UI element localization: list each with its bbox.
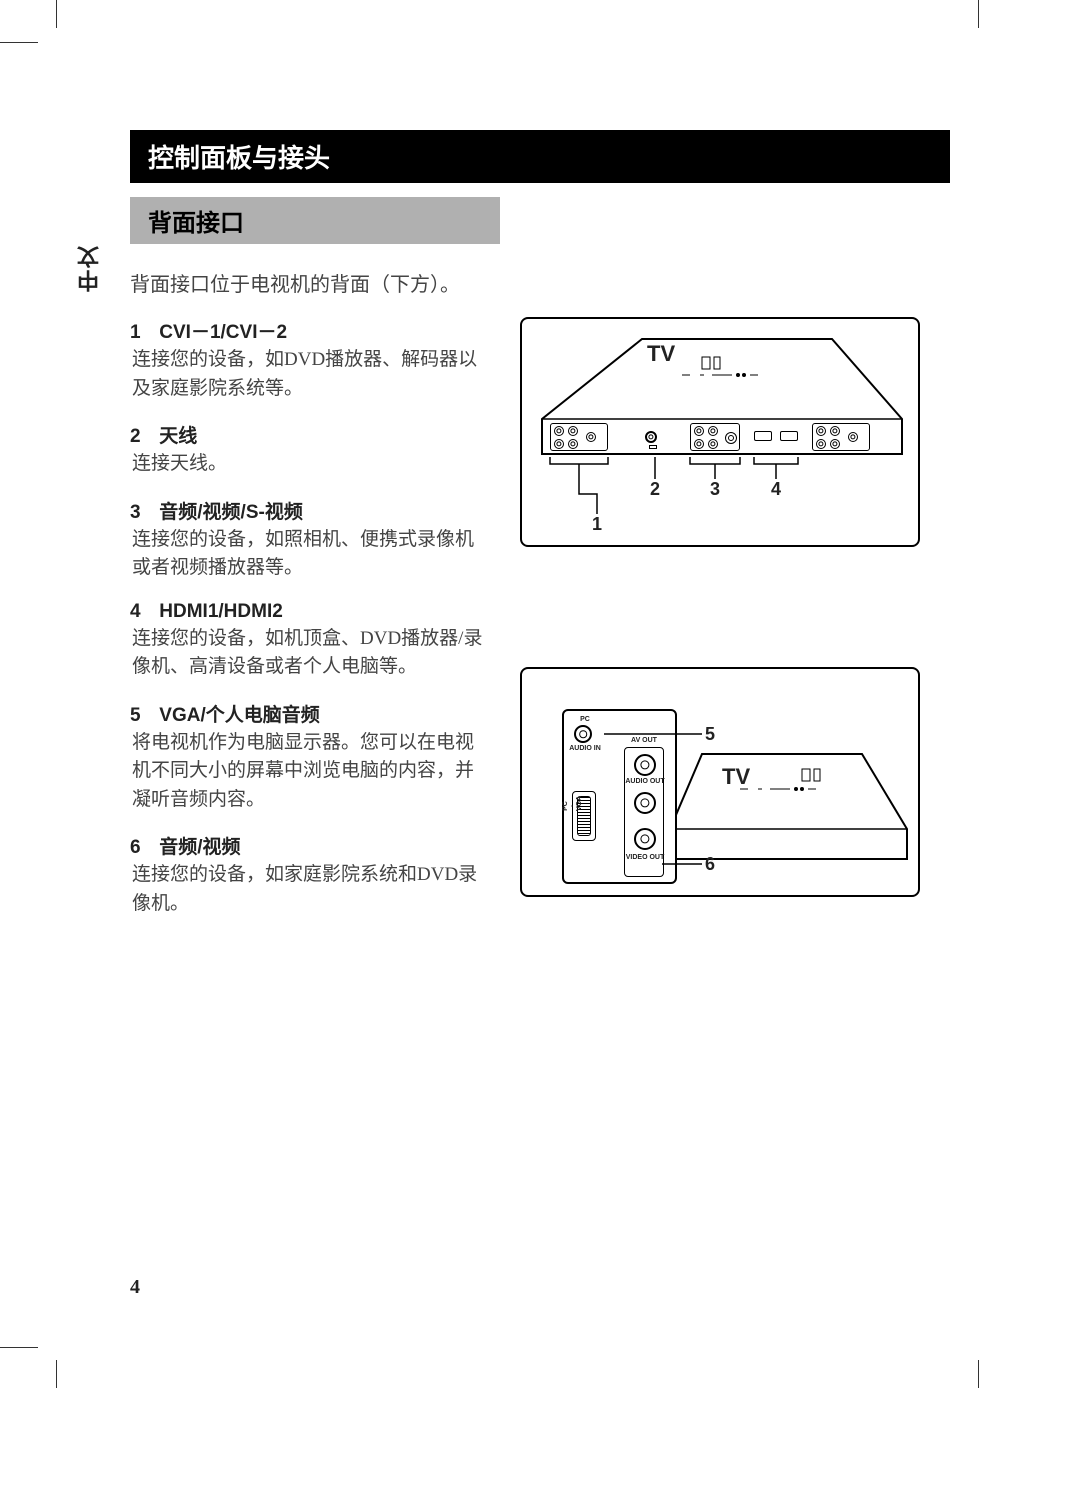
crop-mark [978, 1360, 979, 1388]
port-circle [586, 432, 596, 442]
item-2: 2 天线 连接天线。 [130, 421, 490, 479]
callout-5: 5 [705, 724, 715, 745]
label-audio-in: AUDIO IN [566, 745, 604, 752]
content-area: 1 CVI－1/CVI－2 连接您的设备，如DVD播放器、解码器以及家庭影院系统… [130, 317, 950, 936]
item-header: 1 CVI－1/CVI－2 [130, 317, 490, 344]
label-audio-out: AUDIO OUT [625, 778, 665, 785]
port-circle [568, 426, 578, 436]
port-group-cvi [550, 423, 608, 451]
item-header: 4 HDMI1/HDMI2 [130, 601, 490, 623]
item-3: 3 音频/视频/S-视频 连接您的设备，如照相机、便携式录像机或者视频播放器等。 [130, 497, 490, 583]
crop-mark [0, 42, 38, 43]
callout-3: 3 [710, 479, 720, 500]
port-hdmi1 [754, 431, 772, 441]
item-title: 天线 [159, 426, 197, 447]
port-circle [830, 439, 840, 449]
item-4: 4 HDMI1/HDMI2 连接您的设备，如机顶盒、DVD播放器/录像机、高清设… [130, 601, 490, 682]
diagram-side-panel: PC AUDIO IN PC - VGA AV OUT AUDIO OUT [520, 667, 920, 897]
item-header: 3 音频/视频/S-视频 [130, 497, 490, 524]
left-column: 1 CVI－1/CVI－2 连接您的设备，如DVD播放器、解码器以及家庭影院系统… [130, 317, 490, 936]
item-header: 5 VGA/个人电脑音频 [130, 700, 490, 727]
port-audio-out-r [634, 792, 656, 814]
port-circle [554, 426, 564, 436]
item-6: 6 音频/视频 连接您的设备，如家庭影院系统和DVD录像机。 [130, 832, 490, 918]
item-title: 音频/视频 [159, 837, 240, 858]
section-title: 控制面板与接头 [130, 130, 950, 183]
item-title: HDMI1/HDMI2 [159, 601, 283, 622]
port-circle [645, 431, 657, 443]
port-rect [649, 445, 657, 449]
callout-4: 4 [771, 479, 781, 500]
item-number: 4 [130, 601, 154, 623]
port-circle [830, 426, 840, 436]
port-circle [708, 426, 718, 436]
port-circle [694, 426, 704, 436]
page-content: 控制面板与接头 背面接口 背面接口位于电视机的背面（下方）。 1 CVI－1/C… [130, 130, 950, 936]
page-number: 4 [130, 1276, 140, 1299]
callout-6: 6 [705, 854, 715, 875]
port-circle [708, 439, 718, 449]
port-circle [568, 439, 578, 449]
item-description: 将电视机作为电脑显示器。您可以在电视机不同大小的屏幕中浏览电脑的内容，并凝听音频… [130, 729, 490, 815]
crop-mark [56, 0, 57, 28]
item-description: 连接您的设备，如家庭影院系统和DVD录像机。 [130, 861, 490, 918]
port-circle [554, 439, 564, 449]
item-number: 3 [130, 502, 154, 524]
right-column: TV [520, 317, 940, 936]
item-title: CVI－1/CVI－2 [159, 322, 287, 343]
tv-label: TV [647, 341, 675, 367]
item-title: 音频/视频/S-视频 [159, 502, 303, 523]
subsection-title: 背面接口 [130, 197, 500, 244]
callout-2: 2 [650, 479, 660, 500]
av-out-box: AUDIO OUT VIDEO OUT [624, 747, 664, 877]
port-pc-audio [574, 725, 592, 743]
item-number: 1 [130, 322, 154, 344]
item-number: 6 [130, 837, 154, 859]
item-5: 5 VGA/个人电脑音频 将电视机作为电脑显示器。您可以在电视机不同大小的屏幕中… [130, 700, 490, 815]
item-description: 连接您的设备，如DVD播放器、解码器以及家庭影院系统等。 [130, 346, 490, 403]
crop-mark [978, 0, 979, 28]
port-hdmi2 [780, 431, 798, 441]
port-circle [694, 439, 704, 449]
item-title: VGA/个人电脑音频 [159, 705, 319, 726]
port-group-right [812, 423, 870, 451]
item-1: 1 CVI－1/CVI－2 连接您的设备，如DVD播放器、解码器以及家庭影院系统… [130, 317, 490, 403]
tv-label: TV [722, 764, 750, 790]
item-number: 5 [130, 705, 154, 727]
port-circle [816, 439, 826, 449]
label-video-out: VIDEO OUT [625, 854, 665, 861]
intro-text: 背面接口位于电视机的背面（下方）。 [130, 268, 950, 297]
label-pc-vga: PC - VGA [562, 801, 583, 811]
port-group-av [690, 423, 740, 451]
label-pc: PC [570, 716, 600, 723]
port-circle [816, 426, 826, 436]
port-group-antenna [640, 423, 670, 451]
label-av-out: AV OUT [624, 737, 664, 744]
item-header: 2 天线 [130, 421, 490, 448]
port-circle [725, 432, 737, 444]
item-header: 6 音频/视频 [130, 832, 490, 859]
port-audio-out-l [634, 754, 656, 776]
item-description: 连接天线。 [130, 450, 490, 479]
language-marker: 中文 [74, 244, 106, 292]
item-number: 2 [130, 426, 154, 448]
item-description: 连接您的设备，如机顶盒、DVD播放器/录像机、高清设备或者个人电脑等。 [130, 625, 490, 682]
item-description: 连接您的设备，如照相机、便携式录像机或者视频播放器等。 [130, 526, 490, 583]
side-panel-box: PC AUDIO IN PC - VGA AV OUT AUDIO OUT [562, 709, 677, 884]
crop-mark [56, 1360, 57, 1388]
diagram-rear-bottom: TV [520, 317, 920, 547]
crop-mark [0, 1347, 38, 1348]
callout-1: 1 [592, 514, 602, 535]
port-circle [848, 432, 858, 442]
port-video-out [634, 828, 656, 850]
